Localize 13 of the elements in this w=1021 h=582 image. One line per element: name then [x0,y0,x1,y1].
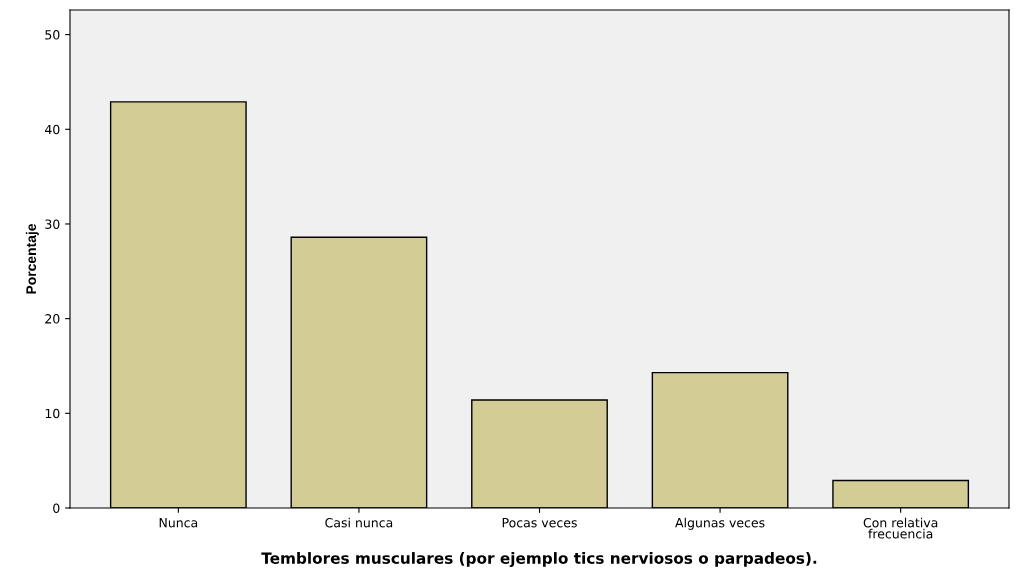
y-tick-label: 30 [45,219,60,229]
y-tick-label: 40 [44,124,60,135]
x-tick-label: Con relativa frecuencia [863,517,938,539]
x-tick-label: Casi nunca [325,517,393,528]
y-tick-label: 50 [45,30,60,40]
x-tick-label: Nunca [159,518,198,528]
x-axis-title: Temblores musculares (por ejemplo tics nerviosos o parpadeos). [261,552,817,567]
y-tick-label: 20 [45,314,60,324]
x-tick-label: Pocas veces [502,518,577,528]
y-tick-label: 0 [53,503,60,513]
y-axis-title: Porcentaje [25,223,39,294]
x-tick-label: Algunas veces [675,517,765,530]
y-tick-label: 10 [45,408,60,419]
